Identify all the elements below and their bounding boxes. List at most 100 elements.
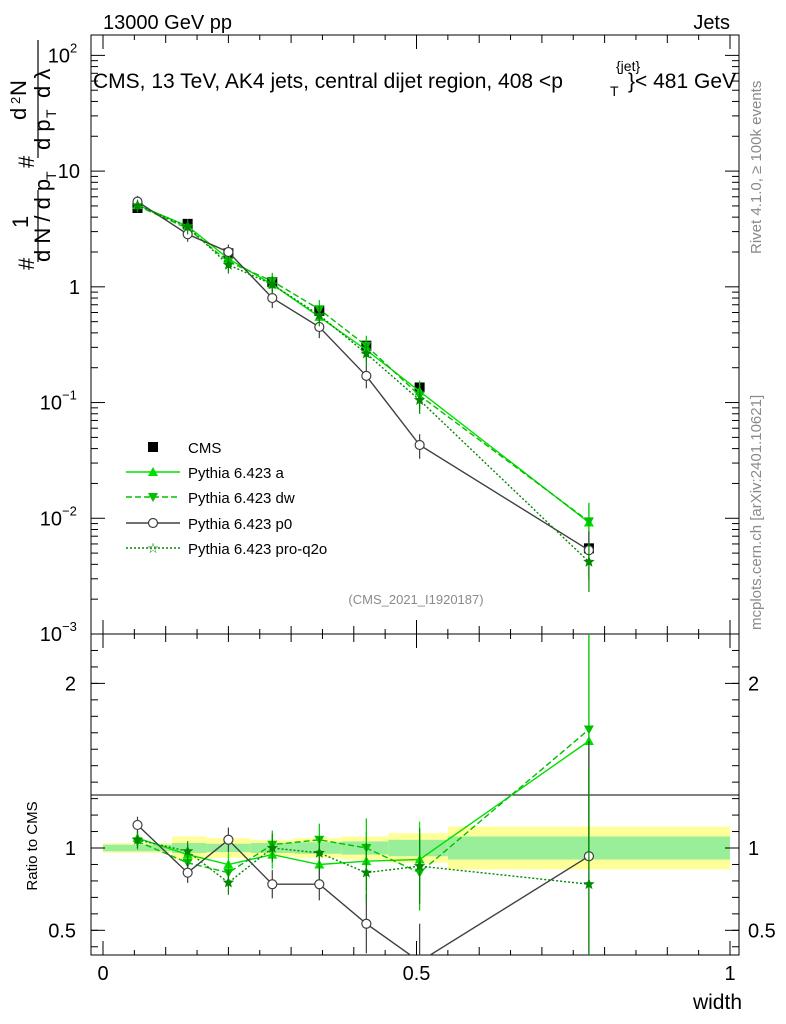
svg-text:d p: d p <box>30 119 55 150</box>
side-mcplots-label: mcplots.cern.ch [arXiv:2401.10621] <box>748 395 765 630</box>
legend-marker-a <box>148 467 158 476</box>
main-ytick-label: 10 <box>48 45 70 67</box>
point-q2o <box>131 199 144 211</box>
ratio-ytick-label: 2 <box>65 673 76 695</box>
main-series-layer <box>131 195 595 592</box>
svg-text:1: 1 <box>8 216 33 228</box>
ratio-xtick-label: 0.5 <box>403 963 431 985</box>
ratio-point-p0 <box>314 879 325 890</box>
side-rivet-label: Rivet 4.1.0, ≥ 100k events <box>748 81 765 254</box>
header-left: 13000 GeV pp <box>103 12 232 34</box>
ratio-series-q2o <box>131 768 595 955</box>
point-dw <box>583 517 594 527</box>
ratio-point-p0 <box>267 879 278 890</box>
legend-label-q2o: Pythia 6.423 pro-q2o <box>188 541 327 558</box>
x-axis-label: width <box>692 991 742 1014</box>
main-ytick-label: 10 <box>40 393 62 415</box>
ratio-ytick-label: 1 <box>65 838 76 860</box>
ratio-xtick-label: 0 <box>97 963 108 985</box>
ratio-y-axis-label: Ratio to CMS <box>24 801 41 890</box>
ratio-point-q2o <box>131 833 144 845</box>
legend-marker-dw <box>148 493 158 502</box>
main-ytick-label: 10 <box>40 508 62 530</box>
ratio-ytick-label-right: 1 <box>748 838 759 860</box>
plot-title: CMS, 13 TeV, AK4 jets, central dijet reg… <box>93 58 736 99</box>
ratio-point-p0 <box>223 834 234 845</box>
ratio-axis-ticks: 0.5 0.5 1 1 2 2 0 0.5 1 <box>48 634 776 985</box>
legend-label-dw: Pythia 6.423 dw <box>188 490 295 507</box>
ratio-band-inner <box>171 843 207 853</box>
ratio-point-q2o <box>181 845 194 857</box>
point-q2o <box>181 220 194 232</box>
main-ytick-exponent: −3 <box>62 619 77 634</box>
legend-marker-p0 <box>147 517 159 529</box>
legend-entry-dw: Pythia 6.423 dw <box>126 490 295 507</box>
svg-text:#: # <box>14 155 39 168</box>
ratio-line-q2o <box>137 839 589 885</box>
legend: CMS Pythia 6.423 a Pythia 6.423 dw Pythi… <box>126 440 327 558</box>
main-ytick-exponent: 2 <box>70 40 77 55</box>
point-p0 <box>361 370 372 381</box>
ratio-point-q2o <box>360 866 372 878</box>
title-main: CMS, 13 TeV, AK4 jets, central dijet reg… <box>93 70 563 93</box>
title-sup: {jet} <box>616 58 640 74</box>
legend-label-a: Pythia 6.423 a <box>188 465 285 482</box>
y-axis-label: # 1 d N / d p T # d 2 N d p T d λ <box>6 40 59 270</box>
watermark-label: (CMS_2021_I1920187) <box>348 592 483 607</box>
main-ytick-label: 10 <box>40 624 62 646</box>
ratio-xtick-label: 1 <box>724 963 735 985</box>
svg-text:T: T <box>43 171 59 180</box>
ratio-point-p0 <box>132 819 143 831</box>
svg-text:#: # <box>14 257 39 270</box>
ratio-line-a <box>137 740 590 866</box>
legend-entry-p0: Pythia 6.423 p0 <box>126 516 292 533</box>
svg-text:d N / d p: d N / d p <box>30 179 55 262</box>
point-q2o <box>222 258 235 270</box>
main-ytick-exponent: −2 <box>62 503 77 518</box>
main-ytick-label: 10 <box>58 161 80 183</box>
ratio-line-p0 <box>137 824 590 955</box>
ratio-point-q2o <box>313 846 325 858</box>
ratio-band-inner <box>388 839 448 857</box>
ratio-point-q2o <box>413 860 426 871</box>
title-sub: T <box>610 83 619 99</box>
ratio-series-layer <box>131 634 595 955</box>
point-p0 <box>223 246 234 258</box>
legend-entry-a: Pythia 6.423 a <box>126 465 285 482</box>
svg-text:d λ: d λ <box>30 69 55 98</box>
ratio-point-dw <box>583 725 594 735</box>
legend-label-p0: Pythia 6.423 p0 <box>188 516 292 533</box>
series-line-p0 <box>137 201 590 551</box>
svg-text:d: d <box>6 108 31 120</box>
ratio-point-q2o <box>583 878 595 890</box>
legend-marker-cms <box>148 442 158 452</box>
header-right: Jets <box>693 12 730 34</box>
svg-text:N: N <box>6 80 31 96</box>
ratio-line-dw <box>137 728 590 874</box>
ratio-ytick-label-right: 2 <box>748 673 759 695</box>
point-q2o <box>583 555 595 567</box>
point-p0 <box>414 439 425 451</box>
ratio-ytick-label-right: 0.5 <box>748 920 776 942</box>
ratio-point-p0 <box>361 918 372 929</box>
svg-text:T: T <box>43 109 59 118</box>
legend-entry-cms: CMS <box>148 440 221 457</box>
ratio-band-inner <box>294 842 342 854</box>
ratio-point-q2o <box>222 876 235 888</box>
series-line-a <box>137 204 590 524</box>
legend-label-cms: CMS <box>188 440 221 457</box>
title-end: }< 481 GeV <box>628 70 736 93</box>
point-q2o <box>360 347 372 359</box>
point-q2o <box>313 309 325 320</box>
point-q2o <box>266 278 278 290</box>
main-ytick-label: 1 <box>69 277 80 299</box>
ratio-ytick-label: 0.5 <box>48 920 76 942</box>
point-p0 <box>267 292 278 304</box>
ratio-point-p0 <box>182 867 193 878</box>
ratio-point-q2o <box>266 842 278 853</box>
svg-text:2: 2 <box>8 97 23 104</box>
series-p0 <box>132 195 595 581</box>
series-q2o <box>131 199 595 592</box>
